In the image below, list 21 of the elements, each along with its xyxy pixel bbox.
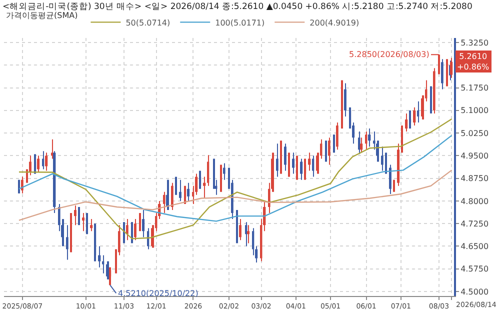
- candlestick: [385, 152, 387, 174]
- legend-title: 가격이동평균(SMA): [6, 11, 78, 20]
- line-series: [18, 170, 452, 221]
- y-tick-label: 5.1000: [460, 106, 489, 116]
- y-tick-label: 5.0250: [460, 128, 489, 138]
- y-tick-label: 5.1750: [460, 84, 489, 93]
- legend-label: 200(4.9019): [310, 18, 360, 28]
- annotation: 5.2850(2026/08/03): [349, 50, 430, 59]
- y-tick-label: 4.9500: [460, 151, 489, 160]
- annotation: 4.5210(2025/10/22): [118, 289, 198, 298]
- legend-label: 50(5.0714): [126, 18, 170, 28]
- y-tick-label: 4.7250: [460, 219, 489, 228]
- legend-label: 100(5.0171): [215, 18, 265, 28]
- y-tick-label: 4.8750: [460, 174, 489, 184]
- y-tick-label: 4.5000: [460, 287, 489, 296]
- y-tick-label: 4.6500: [460, 242, 489, 252]
- text: 5.2610 +0.86%: [457, 52, 490, 72]
- chart-title: <해외금리-미국(종합) 30년 매수> <일> 2026/08/14 종:5.2610 ▲0.0450 +0.86% 시:5.2180 고:5.2740 저:5.2080: [2, 2, 472, 12]
- y-tick-label: 4.8000: [460, 196, 489, 206]
- y-tick-label: 5.3250: [460, 38, 489, 48]
- y-tick-label: 4.5750: [460, 264, 489, 274]
